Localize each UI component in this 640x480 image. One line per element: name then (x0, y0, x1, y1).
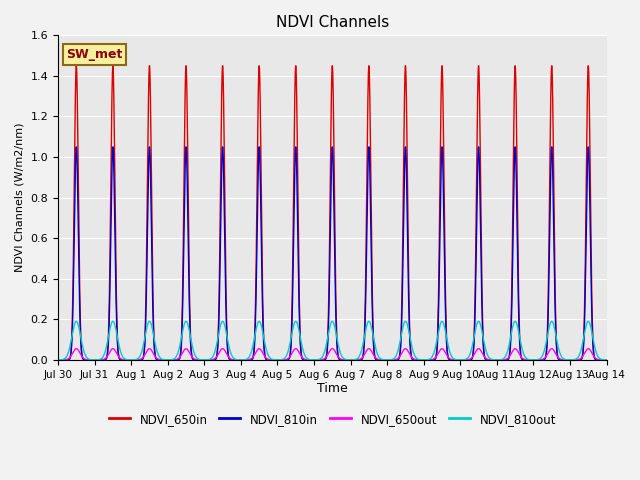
NDVI_810out (255, 318, 263, 324)
NDVI_650out (255, 346, 263, 351)
NDVI_810out (92, 357, 99, 363)
NDVI_810in (461, 357, 469, 363)
NDVI_810in (54, 357, 62, 363)
NDVI_810in (264, 357, 272, 363)
Title: NDVI Channels: NDVI Channels (276, 15, 389, 30)
NDVI_810out (352, 357, 360, 362)
NDVI_650in (54, 357, 62, 363)
NDVI_650in (186, 315, 194, 321)
NDVI_650out (385, 357, 392, 363)
NDVI_810out (264, 352, 272, 358)
Line: NDVI_650out: NDVI_650out (58, 348, 607, 360)
NDVI_650out (186, 351, 194, 357)
X-axis label: Time: Time (317, 382, 348, 396)
NDVI_810out (385, 357, 392, 363)
NDVI_650out (352, 357, 360, 363)
NDVI_810in (385, 357, 392, 363)
NDVI_650in (352, 357, 360, 363)
NDVI_810out (186, 331, 194, 337)
Text: SW_met: SW_met (67, 48, 123, 61)
NDVI_650in (92, 357, 99, 363)
NDVI_810in (603, 357, 611, 363)
NDVI_810out (54, 357, 62, 363)
NDVI_650out (461, 357, 469, 363)
NDVI_650in (603, 357, 611, 363)
Line: NDVI_810out: NDVI_810out (58, 321, 607, 360)
Line: NDVI_810in: NDVI_810in (58, 147, 607, 360)
NDVI_810in (255, 144, 263, 150)
NDVI_650out (54, 357, 62, 363)
NDVI_650out (603, 357, 611, 363)
NDVI_650out (92, 357, 99, 363)
NDVI_650in (461, 357, 469, 363)
Line: NDVI_650in: NDVI_650in (58, 66, 607, 360)
Legend: NDVI_650in, NDVI_810in, NDVI_650out, NDVI_810out: NDVI_650in, NDVI_810in, NDVI_650out, NDV… (104, 408, 561, 431)
NDVI_650in (264, 357, 272, 363)
NDVI_650out (264, 356, 272, 362)
NDVI_810out (461, 357, 469, 362)
NDVI_810in (186, 326, 194, 332)
NDVI_650in (255, 63, 263, 69)
Y-axis label: NDVI Channels (W/m2/nm): NDVI Channels (W/m2/nm) (15, 123, 25, 272)
NDVI_650in (385, 357, 392, 363)
NDVI_810in (92, 357, 99, 363)
NDVI_810in (352, 357, 360, 363)
NDVI_810out (603, 357, 611, 363)
